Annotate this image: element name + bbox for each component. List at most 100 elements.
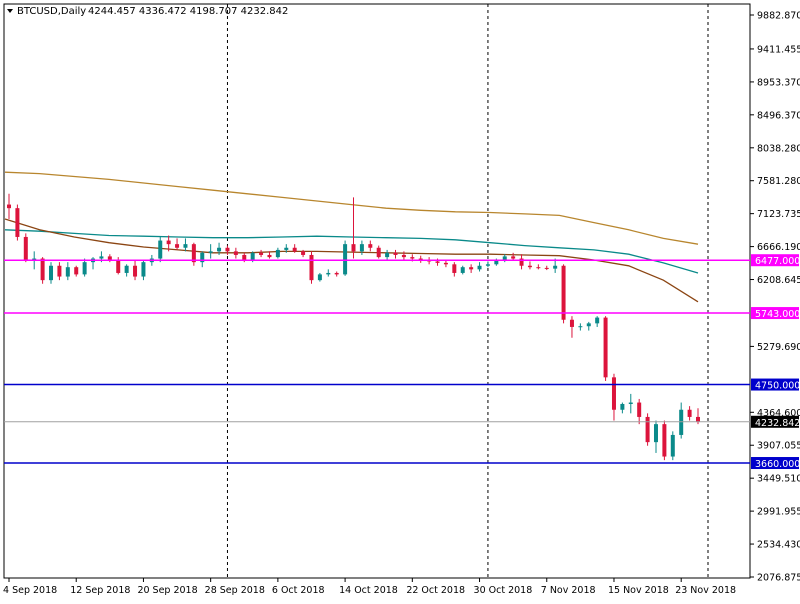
y-tick-label: 3449.510	[757, 474, 800, 485]
candle-body	[494, 259, 499, 265]
y-tick-label: 2991.955	[757, 507, 800, 518]
candle	[670, 431, 675, 461]
candle-body	[527, 265, 532, 268]
candle	[284, 244, 289, 253]
y-tick-label: 6208.645	[757, 275, 800, 286]
ma-mid-line	[4, 229, 699, 274]
candle-body	[65, 267, 70, 277]
candle	[527, 261, 532, 270]
candle	[653, 420, 658, 453]
candle	[578, 323, 583, 331]
candle	[57, 262, 62, 281]
candle-body	[536, 267, 541, 269]
candle-body	[603, 317, 608, 378]
candle	[418, 255, 423, 263]
candle-body	[317, 274, 322, 281]
candle-body	[502, 256, 507, 260]
candle	[65, 262, 70, 281]
x-tick-label: 4 Sep 2018	[3, 585, 57, 596]
candle	[351, 197, 356, 259]
candle-body	[7, 204, 11, 209]
y-tick-label: 9411.455	[757, 44, 800, 55]
y-tick-label: 8496.370	[757, 110, 800, 121]
candle	[393, 249, 398, 259]
level-label: 5743.000	[755, 309, 800, 320]
y-tick-label: 7581.280	[757, 176, 800, 187]
candle-body	[544, 267, 549, 269]
x-tick-label: 7 Nov 2018	[541, 585, 596, 596]
candle-body	[40, 258, 45, 281]
plot-area[interactable]	[3, 3, 751, 579]
candle-body	[519, 258, 524, 266]
candle-body	[485, 264, 490, 266]
candle	[628, 393, 633, 414]
x-tick-label: 28 Sep 2018	[205, 585, 265, 596]
candle-body	[687, 409, 692, 417]
candle	[485, 261, 490, 268]
candle	[259, 249, 264, 258]
candle	[359, 240, 364, 255]
candle	[49, 262, 54, 284]
x-tick-label: 20 Sep 2018	[137, 585, 197, 596]
candle	[74, 265, 79, 277]
x-tick-label: 6 Oct 2018	[272, 585, 325, 596]
candle	[645, 413, 650, 446]
candle-body	[679, 409, 684, 435]
level-tag	[751, 378, 799, 391]
candle-body	[301, 251, 306, 255]
candle	[443, 259, 448, 268]
x-tick-label: 23 Nov 2018	[675, 585, 736, 596]
candle-body	[309, 254, 314, 281]
candle	[225, 245, 230, 255]
level-label: 6477.000	[755, 256, 800, 267]
candle	[603, 316, 608, 381]
candle-body	[133, 265, 138, 277]
candle	[7, 193, 11, 219]
candle	[267, 251, 272, 259]
candle	[141, 259, 146, 281]
candle-body	[645, 416, 650, 443]
candle-body	[141, 262, 146, 277]
candle	[687, 406, 692, 421]
candle-body	[553, 265, 558, 269]
y-tick-label: 5279.690	[757, 342, 800, 353]
candle-body	[578, 326, 583, 328]
candle	[401, 251, 406, 260]
x-tick-label: 14 Oct 2018	[339, 585, 398, 596]
candle-body	[250, 252, 255, 260]
candle-body	[620, 403, 625, 410]
candle	[233, 247, 238, 259]
candle	[191, 242, 196, 266]
ma-short-line	[4, 218, 699, 303]
candle-body	[124, 265, 129, 273]
candle-body	[351, 244, 356, 252]
candle-body	[368, 244, 373, 248]
candle-body	[166, 240, 171, 245]
candle-body	[242, 254, 247, 260]
moving-average-lines	[4, 171, 699, 303]
candle	[561, 264, 566, 324]
candle	[217, 242, 222, 255]
candle-body	[217, 247, 222, 252]
candle-body	[435, 261, 440, 263]
time-axis[interactable]: 4 Sep 2018 12 Sep 2018 20 Sep 2018 28 Sep 2…	[3, 578, 736, 596]
candle	[275, 247, 280, 259]
candle	[317, 272, 322, 282]
candle	[477, 262, 482, 272]
y-tick-label: 2076.875	[757, 573, 800, 584]
x-tick-label: 30 Oct 2018	[474, 585, 533, 596]
candle-body	[452, 264, 457, 273]
candle	[166, 235, 171, 252]
candle	[637, 398, 642, 425]
dropdown-arrow-icon[interactable]	[7, 9, 13, 13]
candle-body	[233, 251, 238, 255]
candle-body	[284, 247, 289, 250]
price-axis[interactable]: 9882.870 9411.455 8953.370 8496.370 8038.280…	[750, 11, 800, 584]
candle	[82, 258, 87, 277]
candle-body	[343, 244, 348, 275]
candle-body	[611, 377, 616, 410]
candle-body	[183, 244, 188, 248]
candle	[620, 402, 625, 414]
candle	[544, 265, 549, 271]
